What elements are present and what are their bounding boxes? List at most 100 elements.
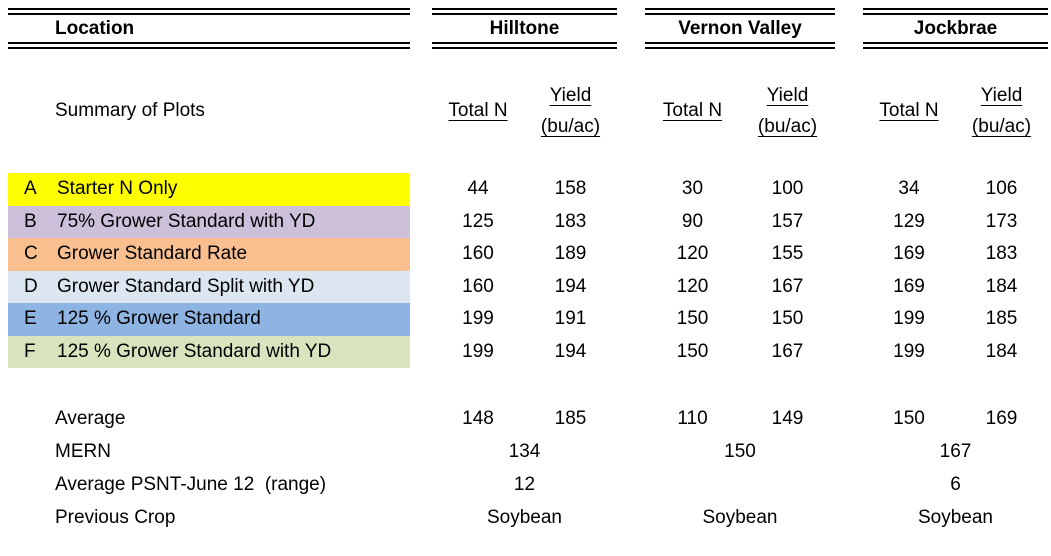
previous-crop-row: Previous Crop Soybean Soybean Soybean [0, 501, 1051, 534]
psnt-label: Average PSNT-June 12 (range) [55, 473, 327, 495]
hilltone-header: Hilltone [432, 8, 617, 49]
yield-value: 157 [771, 210, 804, 232]
plot-treatment-cell: C Grower Standard Rate [8, 238, 410, 271]
jockbrae-total-n-header: Total N [879, 100, 939, 121]
total-n-value: 30 [681, 178, 704, 200]
plot-letter: C [24, 243, 38, 265]
plot-letter: D [24, 275, 38, 297]
plot-treatment-cell: E 125 % Grower Standard [8, 303, 410, 336]
total-n-value: 129 [893, 210, 925, 232]
plot-treatment-cell: A Starter N Only [8, 173, 410, 206]
yield-value: 173 [985, 210, 1018, 232]
plot-letter: F [24, 340, 36, 362]
hilltone-header-label: Hilltone [489, 17, 560, 39]
average-yield-value: 185 [554, 407, 587, 429]
summary-of-plots-label: Summary of Plots [55, 100, 205, 121]
location-header-label: Location [55, 17, 135, 39]
yield-units-label: (bu/ac) [540, 116, 601, 137]
vernon-valley-header: Vernon Valley [645, 8, 835, 49]
yield-value: 185 [985, 308, 1018, 330]
total-n-value: 199 [893, 308, 925, 330]
jockbrae-header-label: Jockbrae [913, 17, 998, 39]
mern-row: MERN 134 150 167 [0, 435, 1051, 468]
plot-row-e: E 125 % Grower Standard 199 191 150 150 … [0, 303, 1051, 336]
total-n-value: 120 [676, 243, 709, 265]
plot-row-f: F 125 % Grower Standard with YD 199 194 … [0, 335, 1051, 368]
mern-value: 150 [724, 440, 756, 462]
average-total-n-value: 150 [893, 407, 925, 429]
yield-value: 158 [554, 178, 587, 200]
yield-value: 106 [985, 178, 1018, 200]
total-n-value: 160 [462, 243, 494, 265]
yield-label: Yield [980, 85, 1023, 106]
hilltone-yield-header: Yield (bu/ac) [524, 49, 617, 173]
vernon-valley-header-label: Vernon Valley [678, 17, 802, 39]
plot-label: 125 % Grower Standard [57, 308, 261, 330]
total-n-value: 34 [898, 178, 920, 200]
yield-units-label: (bu/ac) [757, 116, 818, 137]
yield-value: 167 [771, 275, 804, 297]
total-n-value: 169 [893, 243, 925, 265]
jockbrae-header: Jockbrae [863, 8, 1048, 49]
previous-crop-value: Soybean [702, 506, 778, 528]
total-n-value: 120 [676, 275, 709, 297]
table-subheader-row: Summary of Plots Total N Yield (bu/ac) T… [0, 49, 1051, 173]
plot-letter: A [24, 178, 37, 200]
yield-units-label: (bu/ac) [971, 116, 1032, 137]
plot-label: Grower Standard Rate [57, 243, 248, 265]
yield-value: 191 [554, 308, 587, 330]
yield-value: 189 [554, 243, 587, 265]
yield-value: 183 [985, 243, 1018, 265]
total-n-value: 125 [462, 210, 494, 232]
plot-label: 125 % Grower Standard with YD [57, 340, 332, 362]
total-n-value: 169 [893, 275, 925, 297]
plot-row-b: B 75% Grower Standard with YD 125 183 90… [0, 205, 1051, 238]
yield-value: 183 [554, 210, 587, 232]
vernon-valley-yield-header: Yield (bu/ac) [740, 49, 835, 173]
mern-label: MERN [55, 440, 111, 462]
psnt-row: Average PSNT-June 12 (range) 12 6 [0, 468, 1051, 501]
vernon-valley-total-n-header: Total N [662, 100, 723, 121]
total-n-value: 199 [462, 308, 494, 330]
average-yield-value: 149 [771, 407, 804, 429]
psnt-value: 6 [950, 473, 961, 495]
yield-label: Yield [549, 85, 592, 106]
psnt-value [645, 468, 835, 501]
plot-letter: B [24, 210, 37, 232]
average-total-n-value: 148 [462, 407, 494, 429]
yield-value: 194 [554, 275, 587, 297]
plot-treatment-cell: F 125 % Grower Standard with YD [8, 335, 410, 368]
total-n-value: 199 [893, 340, 925, 362]
average-label: Average [55, 407, 126, 429]
table-header-row: Location Hilltone Vernon Valley Jockbrae [0, 8, 1051, 49]
plot-treatment-cell: B 75% Grower Standard with YD [8, 205, 410, 238]
mern-value: 134 [508, 440, 541, 462]
plot-label: 75% Grower Standard with YD [57, 210, 316, 232]
mern-value: 167 [939, 440, 972, 462]
yield-value: 194 [554, 340, 587, 362]
plot-label: Grower Standard Split with YD [57, 275, 315, 297]
hilltone-total-n-header: Total N [448, 100, 508, 121]
total-n-value: 150 [676, 308, 709, 330]
previous-crop-value: Soybean [486, 506, 562, 528]
yield-value: 184 [985, 340, 1018, 362]
total-n-value: 199 [462, 340, 494, 362]
total-n-value: 44 [467, 178, 489, 200]
yield-label: Yield [766, 85, 809, 106]
plot-row-c: C Grower Standard Rate 160 189 120 155 1… [0, 238, 1051, 271]
total-n-value: 160 [462, 275, 494, 297]
plot-treatment-cell: D Grower Standard Split with YD [8, 270, 410, 303]
total-n-value: 150 [676, 340, 709, 362]
previous-crop-value: Soybean [917, 506, 993, 528]
total-n-value: 90 [681, 210, 704, 232]
yield-value: 155 [771, 243, 804, 265]
yield-value: 167 [771, 340, 804, 362]
plot-letter: E [24, 308, 37, 330]
section-spacer [0, 368, 1051, 402]
yield-value: 150 [771, 308, 804, 330]
yield-value: 184 [985, 275, 1018, 297]
plot-row-a: A Starter N Only 44 158 30 100 34 106 [0, 173, 1051, 206]
average-yield-value: 169 [985, 407, 1018, 429]
jockbrae-yield-header: Yield (bu/ac) [955, 49, 1048, 173]
